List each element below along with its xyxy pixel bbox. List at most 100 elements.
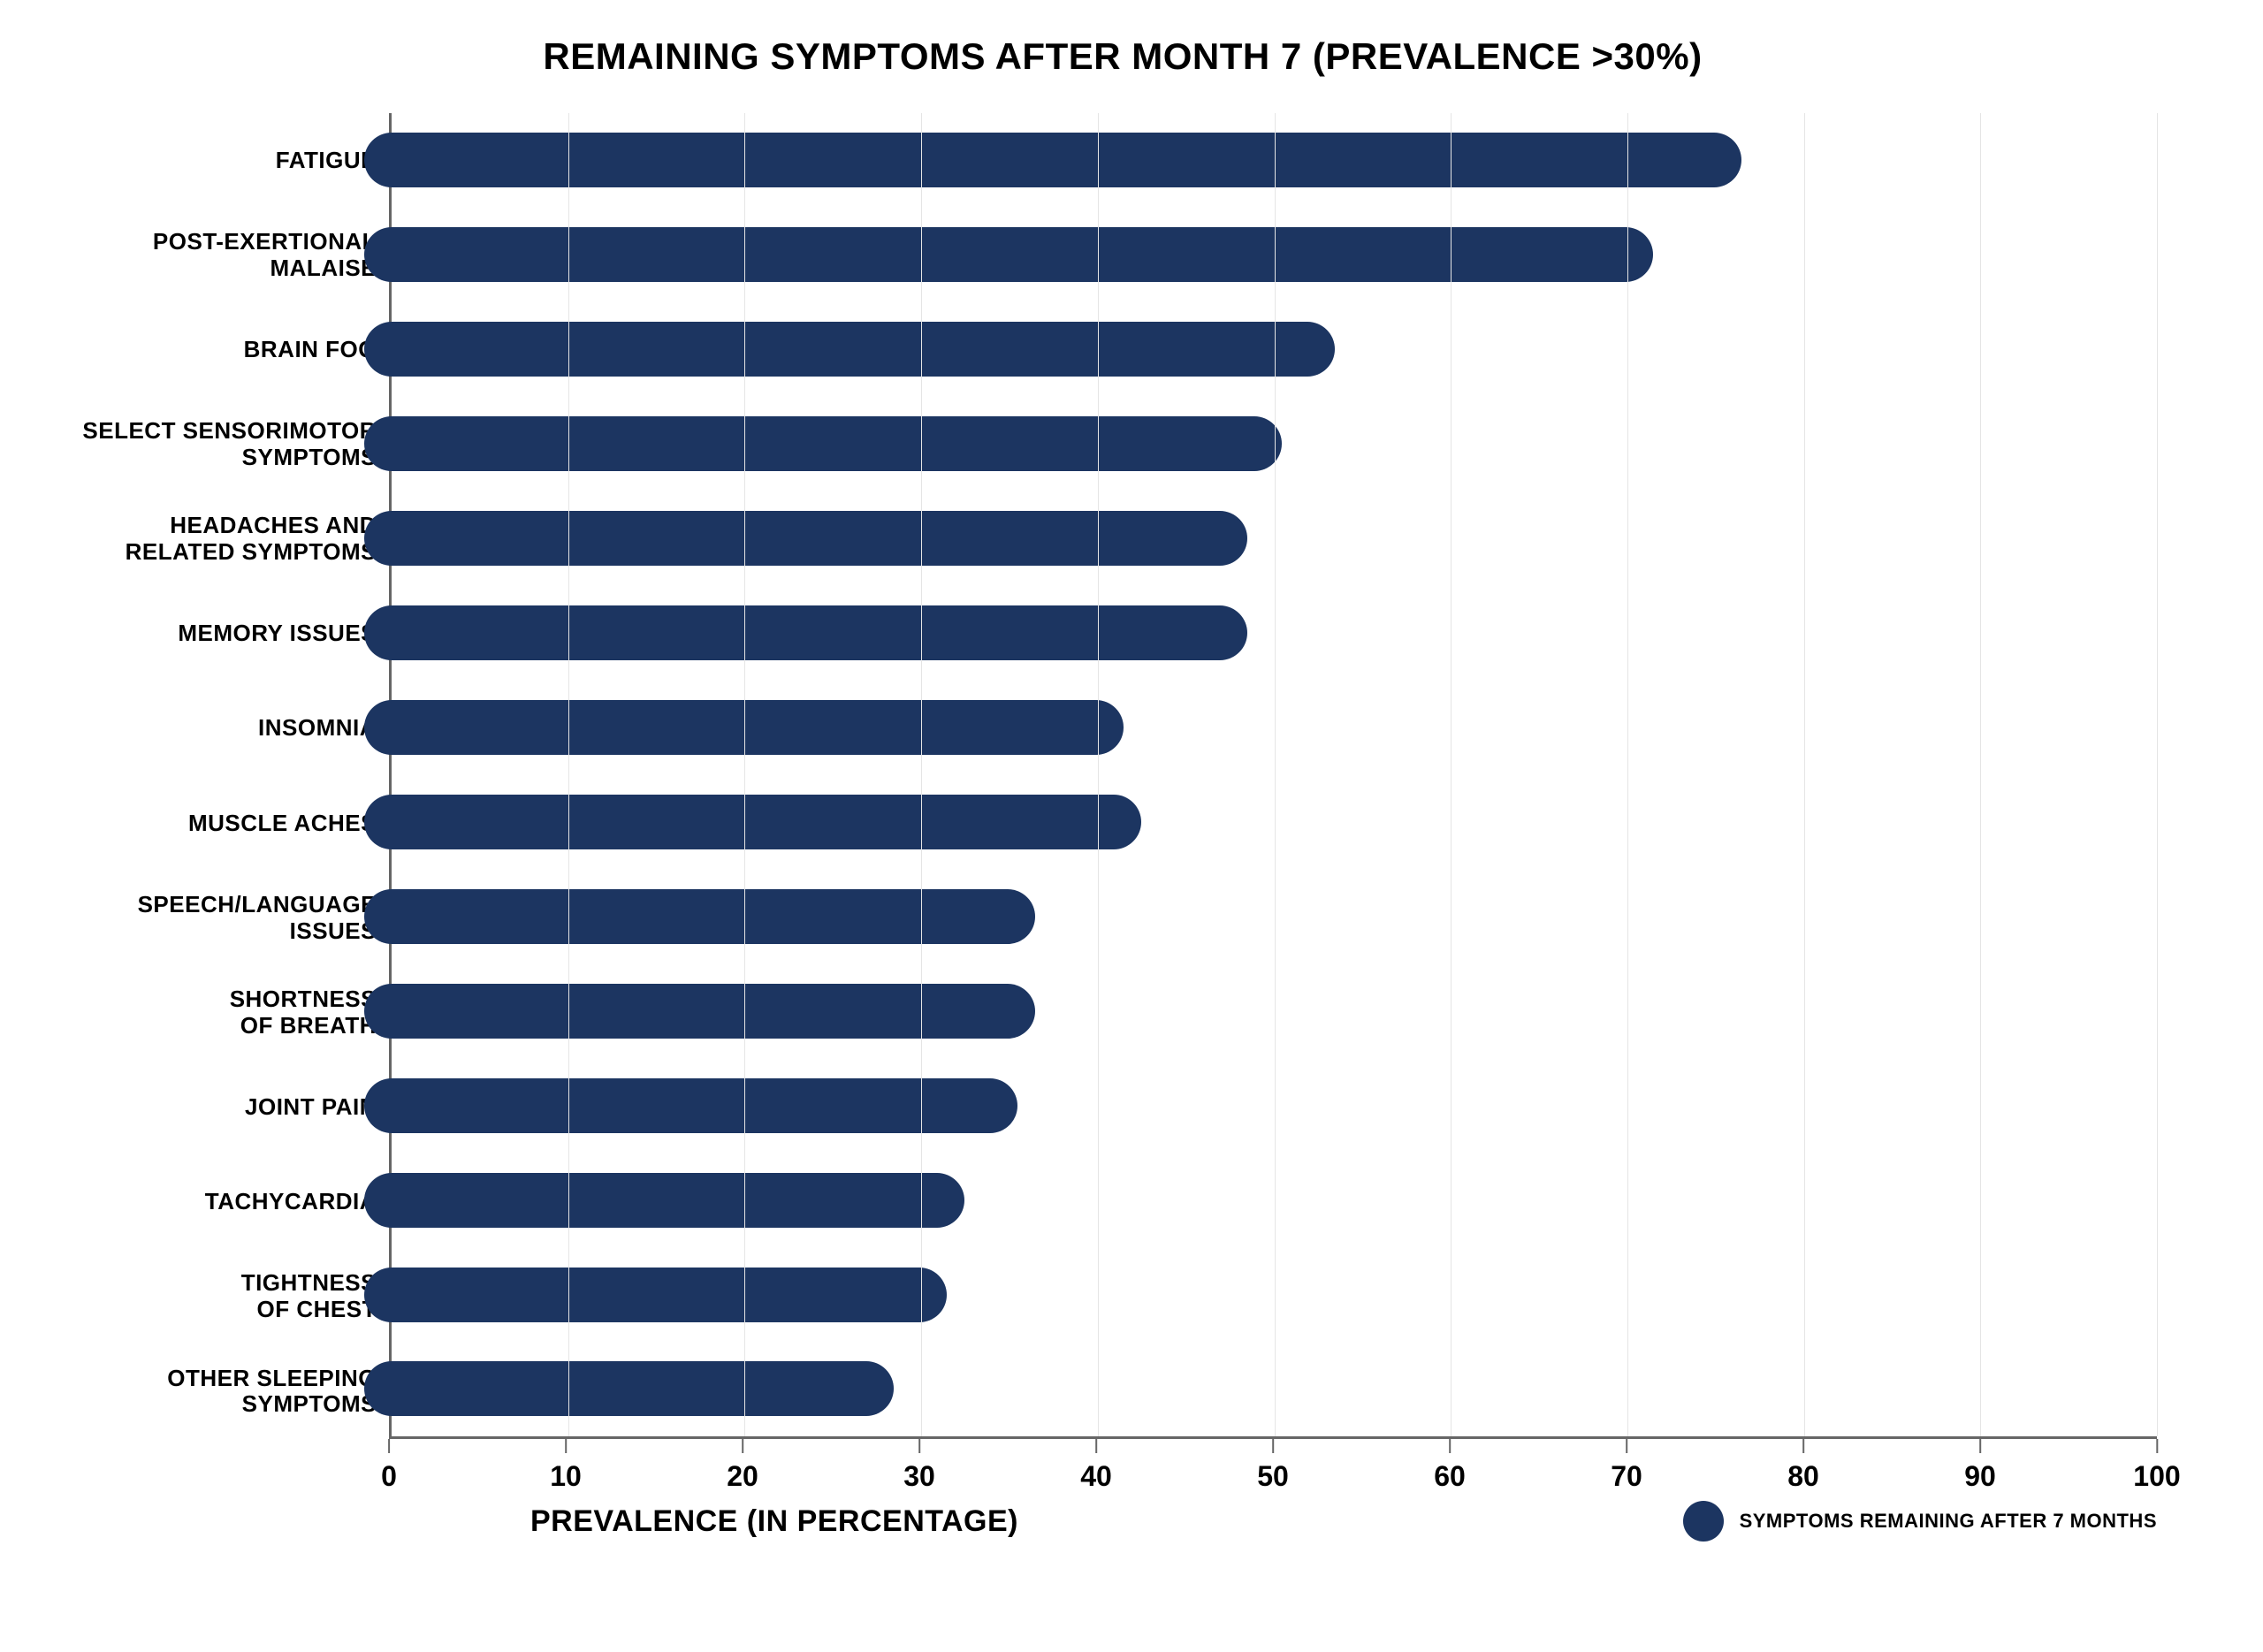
plot-column: 0102030405060708090100 PREVALENCE (IN PE…: [389, 113, 2157, 1542]
y-axis-label-line: OF CHEST: [257, 1297, 377, 1323]
x-tick: 50: [1257, 1439, 1289, 1493]
bar: [364, 416, 1282, 471]
chart-area: FATIGUE POST-EXERTIONALMALAISE BRAIN FOG SE…: [53, 113, 2192, 1542]
y-axis-label: MUSCLE ACHES: [53, 776, 377, 871]
y-axis-label: TACHYCARDIA: [53, 1155, 377, 1250]
bar: [364, 1078, 1017, 1133]
x-tick-label: 60: [1434, 1460, 1466, 1493]
x-tick-mark: [565, 1439, 567, 1453]
y-axis-label-line: MEMORY ISSUES: [178, 620, 377, 647]
bar: [364, 889, 1035, 944]
x-tick: 30: [903, 1439, 935, 1493]
y-axis-label: INSOMNIA: [53, 681, 377, 776]
x-tick-mark: [742, 1439, 743, 1453]
plot-area: [389, 113, 2157, 1439]
bar: [364, 700, 1124, 755]
y-axis-label: HEADACHES ANDRELATED SYMPTOMS: [53, 492, 377, 587]
y-axis-label-line: MALAISE: [270, 255, 377, 282]
gridline: [1275, 113, 1276, 1436]
bottom-row: PREVALENCE (IN PERCENTAGE) SYMPTOMS REMA…: [389, 1501, 2157, 1542]
x-tick-label: 0: [381, 1460, 397, 1493]
y-axis-label: SPEECH/LANGUAGEISSUES: [53, 871, 377, 965]
x-tick: 90: [1964, 1439, 1996, 1493]
gridline: [1098, 113, 1099, 1436]
x-tick: 0: [381, 1439, 397, 1493]
gridline: [1980, 113, 1981, 1436]
bar: [364, 133, 1741, 187]
y-axis-label: SELECT SENSORIMOTORSYMPTOMS: [53, 397, 377, 491]
y-axis-label-line: SELECT SENSORIMOTOR: [82, 418, 377, 445]
y-axis-label: FATIGUE: [53, 113, 377, 208]
gridline: [2157, 113, 2158, 1436]
bar: [364, 605, 1247, 660]
x-tick-mark: [1272, 1439, 1274, 1453]
x-tick-label: 30: [903, 1460, 935, 1493]
y-axis-label: JOINT PAIN: [53, 1060, 377, 1154]
x-tick-mark: [2156, 1439, 2158, 1453]
x-tick-label: 50: [1257, 1460, 1289, 1493]
y-axis-label-line: HEADACHES AND: [170, 513, 377, 539]
y-axis-label-line: SHORTNESS: [230, 986, 377, 1013]
x-tick: 20: [727, 1439, 758, 1493]
x-axis: 0102030405060708090100: [389, 1439, 2157, 1492]
x-tick-label: 10: [550, 1460, 582, 1493]
bar: [364, 511, 1247, 566]
x-tick-label: 20: [727, 1460, 758, 1493]
y-axis-label: BRAIN FOG: [53, 302, 377, 397]
legend-label: SYMPTOMS REMAINING AFTER 7 MONTHS: [1740, 1510, 2157, 1533]
legend-dot-icon: [1683, 1501, 1724, 1542]
chart-container: REMAINING SYMPTOMS AFTER MONTH 7 (PREVAL…: [0, 0, 2263, 1595]
y-axis-label-line: OTHER SLEEPING: [167, 1366, 377, 1392]
bar: [364, 984, 1035, 1039]
x-tick: 40: [1080, 1439, 1112, 1493]
x-tick-mark: [1626, 1439, 1627, 1453]
y-axis-label-line: FATIGUE: [276, 148, 377, 174]
y-axis-label-line: TIGHTNESS: [241, 1270, 377, 1297]
y-axis-label: POST-EXERTIONALMALAISE: [53, 208, 377, 302]
y-axis-label-line: MUSCLE ACHES: [188, 811, 377, 837]
x-tick: 70: [1611, 1439, 1642, 1493]
y-axis-label-line: ISSUES: [290, 918, 377, 945]
y-axis-label-line: SYMPTOMS: [242, 1391, 377, 1418]
x-tick-label: 100: [2133, 1460, 2180, 1493]
x-tick-mark: [1979, 1439, 1981, 1453]
x-tick-mark: [918, 1439, 920, 1453]
x-tick-label: 80: [1787, 1460, 1819, 1493]
x-tick: 60: [1434, 1439, 1466, 1493]
y-axis-label-line: SYMPTOMS: [242, 445, 377, 471]
x-axis-title: PREVALENCE (IN PERCENTAGE): [530, 1504, 1018, 1539]
y-axis-label-line: SPEECH/LANGUAGE: [138, 892, 377, 918]
y-axis-label-line: POST-EXERTIONAL: [153, 229, 377, 255]
gridline: [568, 113, 569, 1436]
y-axis-label-line: JOINT PAIN: [245, 1094, 377, 1121]
x-tick: 100: [2133, 1439, 2180, 1493]
y-axis-label: TIGHTNESSOF CHEST: [53, 1250, 377, 1344]
gridline: [921, 113, 922, 1436]
y-axis-label-line: BRAIN FOG: [244, 337, 377, 363]
x-tick-label: 70: [1611, 1460, 1642, 1493]
y-axis-label: SHORTNESSOF BREATH: [53, 965, 377, 1060]
legend: SYMPTOMS REMAINING AFTER 7 MONTHS: [1683, 1501, 2157, 1542]
bar: [364, 795, 1141, 849]
y-axis-label: OTHER SLEEPINGSYMPTOMS: [53, 1344, 377, 1439]
x-tick-mark: [1802, 1439, 1804, 1453]
y-axis-label-line: TACHYCARDIA: [205, 1189, 377, 1215]
x-tick-label: 40: [1080, 1460, 1112, 1493]
y-axis-label-line: RELATED SYMPTOMS: [126, 539, 377, 566]
x-tick-mark: [1095, 1439, 1097, 1453]
y-axis-label-line: OF BREATH: [240, 1013, 377, 1039]
gridline: [1804, 113, 1805, 1436]
chart-title: REMAINING SYMPTOMS AFTER MONTH 7 (PREVAL…: [53, 35, 2192, 78]
gridline: [744, 113, 745, 1436]
y-axis-label-line: INSOMNIA: [258, 715, 377, 742]
bar: [364, 1361, 894, 1416]
bar: [364, 227, 1653, 282]
y-axis-label: MEMORY ISSUES: [53, 587, 377, 681]
gridline: [1451, 113, 1452, 1436]
x-tick: 10: [550, 1439, 582, 1493]
bar: [364, 322, 1335, 377]
x-tick-mark: [1449, 1439, 1451, 1453]
x-tick-label: 90: [1964, 1460, 1996, 1493]
bar: [364, 1268, 947, 1322]
x-tick-mark: [388, 1439, 390, 1453]
